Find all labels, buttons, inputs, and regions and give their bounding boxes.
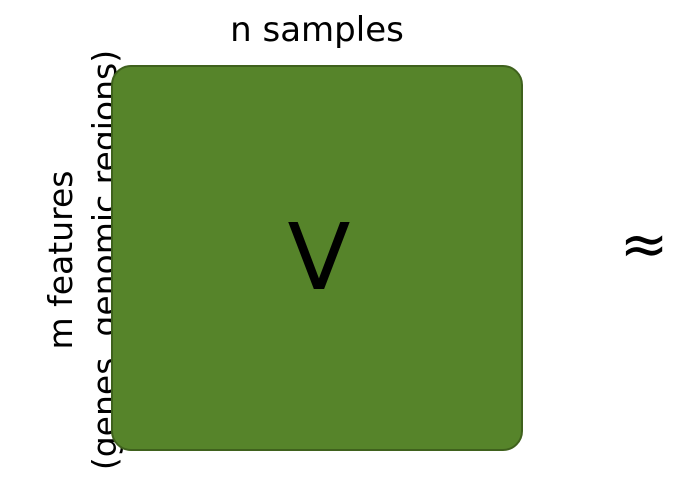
rows-label-title: m features [41, 170, 80, 350]
matrix-symbol: V [287, 204, 351, 311]
approx-equal-symbol: ≈ [619, 210, 669, 278]
columns-label: n samples [230, 10, 404, 50]
matrix-v-block: V [111, 65, 523, 451]
